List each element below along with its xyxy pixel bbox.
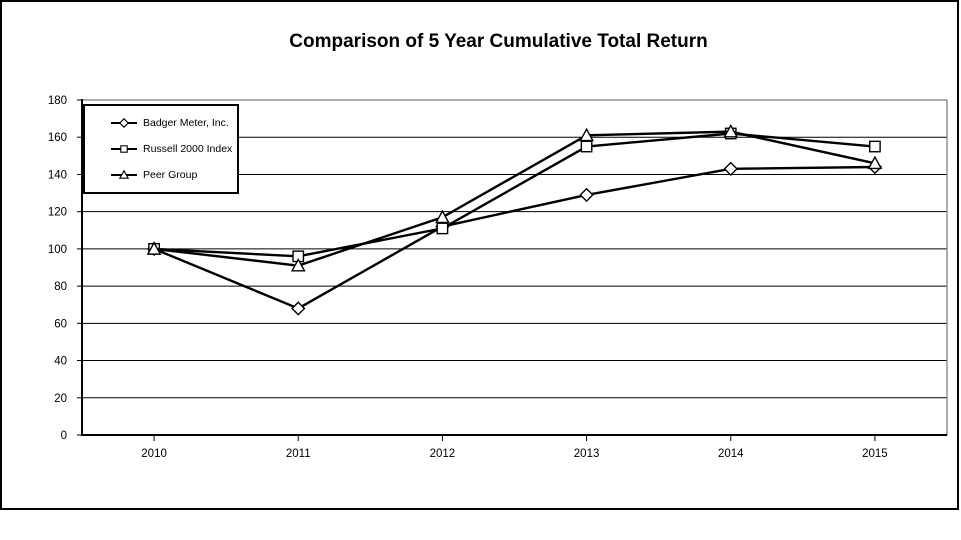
legend-label: Badger Meter, Inc. [143,117,229,129]
diamond-marker [579,187,594,203]
y-tick-label: 180 [48,95,67,107]
square-legend-icon [111,145,137,153]
y-axis-labels: 0 20 40 60 80 100 120 140 160 180 [48,95,83,442]
x-axis-labels: 2010 2011 2012 2013 2014 2015 [141,436,888,460]
legend-item-russell-2000-index: Russell 2000 Index [111,142,237,156]
series-line [153,130,876,267]
series-line [153,165,875,310]
series-badger-meter-inc [146,159,883,316]
series-line [154,132,876,258]
legend-item-peer-group: Peer Group [111,168,237,182]
chart-title: Comparison of 5 Year Cumulative Total Re… [289,31,708,52]
diamond-marker [723,161,738,177]
y-tick-label: 120 [48,207,67,219]
triangle-marker [146,241,162,255]
legend: Badger Meter, Inc. Russell 2000 Index Peer… [83,104,239,194]
y-tick-label: 140 [48,169,67,181]
chart-frame [0,0,959,510]
y-tick-label: 100 [48,244,67,256]
y-tick-label: 0 [61,430,67,442]
plot-area: 0 20 40 60 80 100 120 140 160 180 2010 2011 2012 2013… [48,95,948,460]
series-peer-group [146,123,883,272]
triangle-marker [118,169,130,179]
x-tick-label: 2012 [430,448,456,460]
square-marker [120,145,128,153]
triangle-marker [867,155,883,170]
x-tick-label: 2013 [574,448,600,460]
triangle-marker [435,209,450,224]
y-tick-label: 40 [54,356,67,368]
x-tick-label: 2011 [286,448,311,460]
triangle-marker [579,127,594,142]
legend-label: Russell 2000 Index [143,143,233,155]
triangle-marker [723,123,739,138]
y-tick-label: 20 [54,393,67,405]
x-tick-label: 2010 [141,448,167,460]
diamond-marker [291,301,306,316]
square-marker [869,140,881,153]
y-tick-label: 60 [54,318,67,330]
x-tick-label: 2015 [862,448,888,460]
legend-item-badger-meter-inc: Badger Meter, Inc. [111,116,237,130]
y-tick-label: 80 [54,281,67,293]
diamond-legend-icon [111,118,137,128]
x-tick-label: 2014 [718,448,744,460]
series-russell-2000-index [148,127,881,263]
y-tick-label: 160 [48,132,67,144]
square-marker [436,222,449,235]
diamond-marker [119,118,129,128]
legend-label: Peer Group [143,169,198,181]
square-marker [580,140,593,153]
triangle-marker [290,257,306,272]
triangle-legend-icon [111,169,137,179]
